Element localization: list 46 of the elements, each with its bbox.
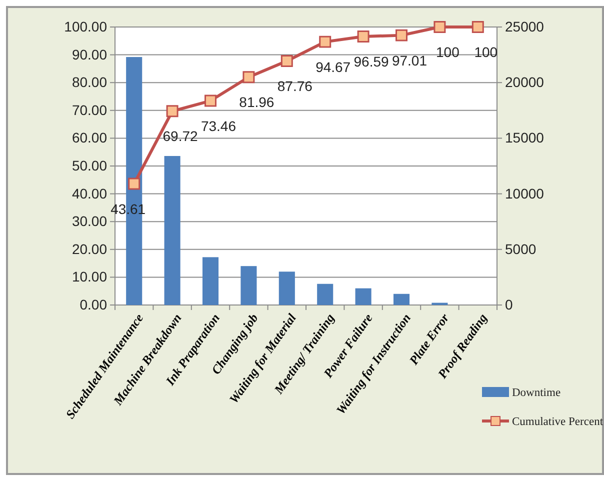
y-tick-label: 10.00 [72,268,108,285]
data-label: 81.96 [239,94,274,110]
y-tick-label: 20.00 [72,240,108,257]
y-tick-label: 50.00 [72,157,108,174]
data-label: 100 [436,44,460,60]
data-label: 94.67 [316,58,351,75]
y-tick-label: 40.00 [72,185,108,202]
data-label: 87.76 [277,78,313,94]
data-label: 96.59 [354,53,390,70]
point [357,30,370,42]
y2-tick-label: 25000 [505,18,544,34]
y2-tick-label: 0 [505,296,513,312]
legend-label: Downtime [512,387,561,400]
point [434,21,446,33]
y2-tick-label: 15000 [505,130,544,146]
point [128,178,140,190]
data-label: 43.61 [110,200,146,217]
point [166,105,178,118]
point [396,29,408,42]
y2-tick-label: 10000 [505,185,544,202]
data-label: 73.46 [200,118,236,134]
data-label: 100 [474,44,498,60]
y2-tick-label: 20000 [505,74,544,90]
point [280,55,293,68]
point [242,71,255,84]
data-label: 97.01 [392,52,428,68]
bar [278,272,295,305]
bar [317,284,334,305]
y-tick-label: 70.00 [72,102,108,118]
y-tick-label: 0.00 [80,296,108,312]
point [204,94,216,107]
data-label: 69.72 [162,128,198,144]
bar [393,294,410,305]
point [319,36,332,48]
y2-tick-label: 5000 [505,240,536,257]
y-tick-label: 30.00 [72,213,108,230]
point [472,21,484,33]
legend-label: Cumulative Percent [512,416,604,428]
bar [202,257,219,305]
y-tick-label: 100.00 [64,18,108,34]
bar [164,156,180,305]
y-tick-label: 60.00 [72,130,108,146]
y-tick-label: 80.00 [72,74,108,90]
bar [240,266,257,305]
y-tick-label: 90.00 [72,46,108,62]
bar [355,288,372,305]
